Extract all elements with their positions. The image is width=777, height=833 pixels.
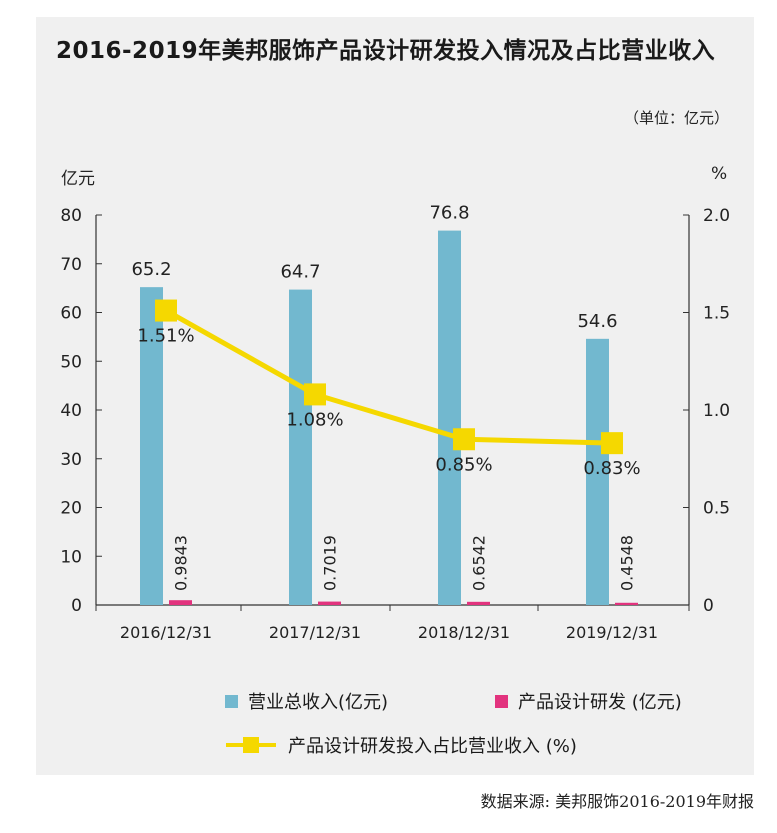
right-tick-label: 1.5 [703, 304, 730, 324]
ratio-marker [453, 428, 475, 451]
rd-value-label: 0.9843 [172, 535, 191, 591]
bar-revenue [586, 338, 609, 605]
x-tick-label: 2018/12/31 [418, 623, 510, 642]
right-axis-unit: % [711, 164, 728, 184]
rd-value-label: 0.7019 [321, 535, 340, 591]
right-tick-label: 2.0 [703, 206, 730, 226]
ratio-value-label: 1.08% [286, 409, 343, 430]
left-tick-label: 50 [60, 352, 82, 372]
left-tick-label: 30 [60, 450, 82, 470]
revenue-value-label: 64.7 [280, 262, 320, 283]
ratio-marker [601, 432, 623, 455]
ratio-line [164, 308, 613, 446]
bar-rd [467, 601, 490, 605]
right-tick-label: 0.5 [703, 499, 730, 519]
bar-revenue [438, 230, 461, 605]
left-tick-label: 60 [60, 304, 82, 324]
x-tick-label: 2016/12/31 [120, 623, 212, 642]
ratio-value-label: 0.85% [435, 454, 492, 475]
bar-rd [318, 601, 341, 605]
revenue-value-label: 65.2 [131, 259, 171, 280]
ratio-marker [304, 383, 326, 406]
left-axis-unit: 亿元 [61, 169, 95, 189]
bar-revenue [289, 289, 312, 605]
right-tick-label: 1.0 [703, 401, 730, 421]
rd-value-label: 0.6542 [470, 535, 489, 591]
unit-note: （单位：亿元） [623, 109, 729, 127]
ratio-marker [155, 299, 177, 322]
revenue-value-label: 54.6 [577, 311, 617, 332]
left-tick-label: 20 [60, 499, 82, 519]
x-tick-label: 2017/12/31 [269, 623, 361, 642]
left-tick-label: 70 [60, 255, 82, 275]
rd-value-label: 0.4548 [618, 535, 637, 591]
x-tick-label: 2019/12/31 [566, 623, 658, 642]
ratio-value-label: 1.51% [137, 326, 194, 347]
bar-revenue [140, 287, 163, 605]
chart-title: 2016-2019年美邦服饰产品设计研发投入情况及占比营业收入 [56, 38, 716, 64]
bar-rd [169, 600, 192, 605]
left-tick-label: 0 [71, 596, 82, 616]
right-tick-label: 0 [703, 596, 714, 616]
bar-rd [615, 602, 638, 605]
ratio-value-label: 0.83% [583, 458, 640, 479]
left-tick-label: 10 [60, 547, 82, 567]
source-note: 数据来源: 美邦服饰2016-2019年财报 [480, 792, 754, 811]
revenue-value-label: 76.8 [429, 203, 469, 224]
left-tick-label: 40 [60, 401, 82, 421]
left-tick-label: 80 [60, 206, 82, 226]
